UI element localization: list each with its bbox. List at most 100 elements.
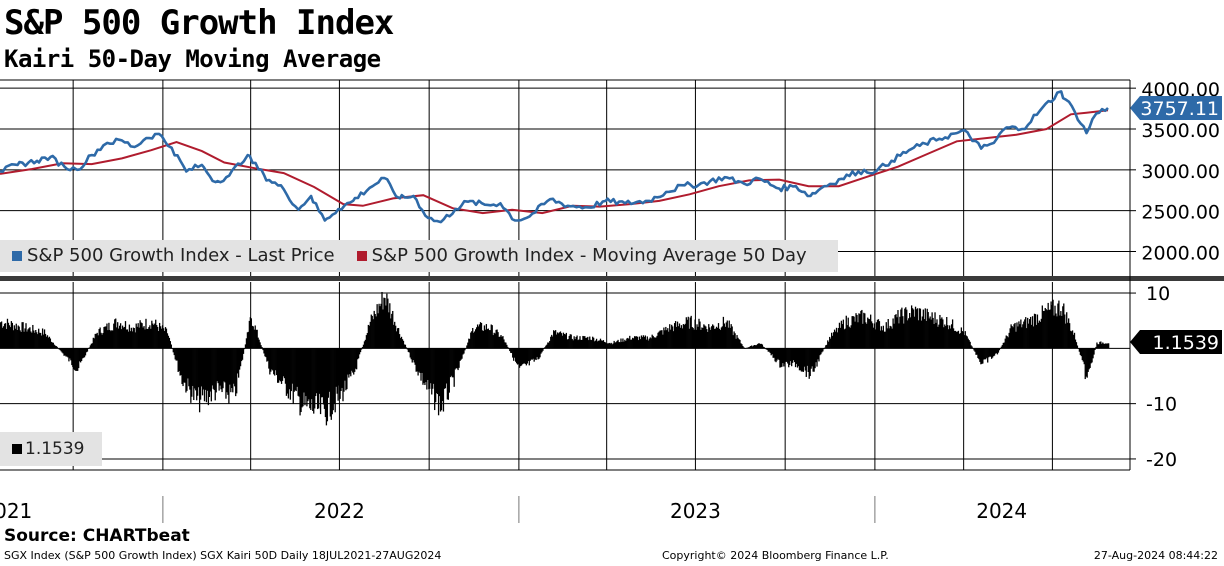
kairi-bar [701, 327, 703, 349]
kairi-bar [831, 332, 833, 349]
kairi-bar [619, 342, 621, 349]
kairi-bar [505, 342, 507, 349]
kairi-bar [88, 347, 91, 349]
kairi-bar [308, 348, 310, 400]
kairi-bar [837, 328, 840, 349]
kairi-bar [800, 348, 803, 372]
kairi-bar [40, 335, 43, 349]
kairi-bar [411, 348, 413, 363]
kairi-bar [128, 324, 131, 349]
kairi-bar [235, 348, 237, 397]
kairi-bar [527, 348, 529, 362]
kairi-bar [202, 348, 205, 390]
kairi-bar [931, 312, 933, 349]
kairi-bar [1056, 316, 1058, 349]
kairi-bar [409, 348, 411, 358]
kairi-bar [583, 336, 585, 349]
kairi-bar [341, 348, 343, 388]
kairi-bar [279, 348, 282, 382]
kairi-bar [648, 338, 650, 349]
legend-label-ma: S&P 500 Growth Index - Moving Average 50… [371, 245, 807, 266]
kairi-bar [624, 339, 626, 349]
kairi-bar [539, 348, 541, 358]
kairi-bar [422, 348, 424, 385]
kairi-bar [876, 319, 879, 349]
kairi-bar [431, 348, 433, 395]
kairi-bar [1012, 327, 1014, 349]
kairi-bar [563, 333, 566, 349]
kairi-bar [1077, 348, 1080, 349]
kairi-last-value: 1.1539 [1153, 332, 1219, 354]
kairi-bar [61, 348, 63, 353]
kairi-bar [857, 322, 859, 349]
kairi-bar [1063, 303, 1065, 349]
kairi-bar [591, 340, 593, 349]
kairi-bar [327, 348, 330, 398]
kairi-bar [873, 323, 876, 349]
kairi-bar [636, 336, 639, 349]
kairi-bar [502, 336, 504, 349]
kairi-bar [328, 348, 330, 392]
kairi-bar [11, 322, 14, 349]
kairi-bar [773, 348, 775, 358]
kairi-bar [989, 348, 991, 357]
kairi-bar [216, 348, 218, 382]
kairi-bar [4, 323, 7, 349]
kairi-bar [309, 348, 311, 409]
price-last-tag [1130, 96, 1222, 121]
kairi-bar [218, 348, 220, 391]
kairi-bar [522, 348, 525, 364]
kairi-bar [906, 309, 908, 349]
kairi-bar [133, 328, 135, 349]
kairi-bar [651, 334, 653, 349]
kairi-bar [752, 345, 755, 349]
kairi-bar [868, 318, 870, 349]
kairi-bar [426, 348, 428, 390]
kairi-bar [1102, 342, 1104, 349]
kairi-bar [677, 326, 680, 349]
kairi-bar [615, 342, 617, 349]
kairi-bar [82, 348, 85, 358]
kairi-bar [766, 348, 768, 350]
kairi-bar [457, 348, 459, 371]
kairi-bar [812, 348, 814, 372]
kairi-bar [139, 320, 141, 349]
kairi-bar [952, 328, 955, 349]
kairi-bar [7, 322, 10, 349]
kairi-bar [541, 348, 543, 353]
kairi-bar [195, 348, 197, 391]
kairi-bar [322, 348, 325, 405]
kairi-bar [326, 348, 329, 422]
kairi-bar [703, 324, 705, 349]
kairi-bar [628, 338, 630, 349]
kairi-bar [140, 322, 142, 349]
kairi-bar [617, 339, 619, 349]
kairi-bar [47, 337, 50, 349]
kairi-bar [507, 346, 509, 349]
legend-label-kairi: 1.1539 [25, 439, 85, 459]
kairi-bar [393, 324, 395, 349]
kairi-bar [70, 348, 72, 361]
kairi-bar [399, 338, 402, 349]
kairi-bar [533, 348, 535, 362]
kairi-bar [210, 348, 212, 402]
kairi-bar [316, 348, 318, 394]
kairi-bar [1094, 348, 1096, 351]
kairi-bar [969, 341, 971, 349]
kairi-bar [523, 348, 526, 364]
kairi-bar [866, 323, 868, 349]
kairi-bar [152, 323, 154, 349]
kairi-bar [577, 340, 579, 349]
kairi-bar [804, 348, 806, 371]
kairi-bar [231, 348, 233, 388]
kairi-bar [936, 319, 938, 349]
kairi-bar [1091, 348, 1093, 363]
kairi-bar [669, 324, 671, 349]
kairi-bar [964, 331, 966, 349]
kairi-bar [228, 348, 230, 404]
kairi-bar [915, 309, 918, 349]
kairi-bar [450, 348, 452, 376]
kairi-bar [254, 325, 256, 349]
kairi-bar [917, 320, 920, 349]
kairi-bar [988, 348, 990, 358]
